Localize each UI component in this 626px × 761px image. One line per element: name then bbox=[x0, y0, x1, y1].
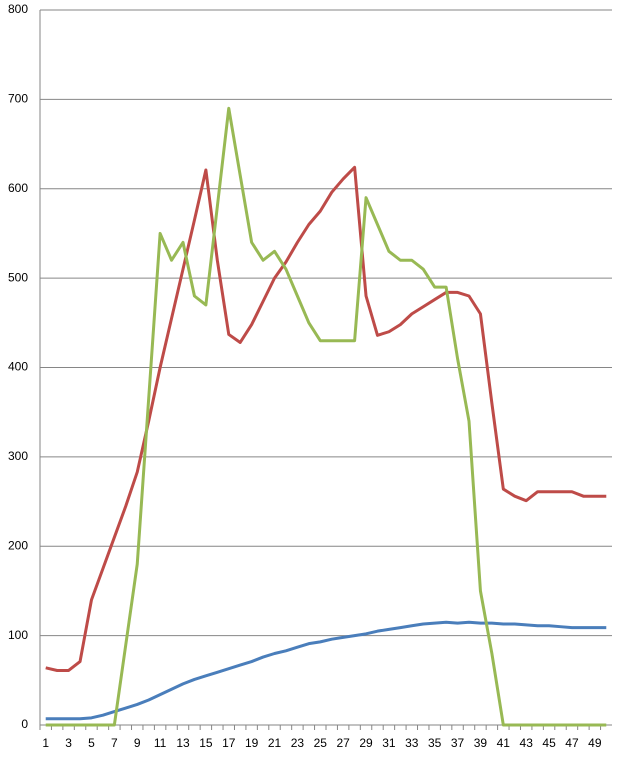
x-tick-label: 13 bbox=[176, 736, 190, 750]
x-tick-label: 37 bbox=[451, 736, 465, 750]
x-tick-label: 49 bbox=[588, 736, 602, 750]
y-tick-label: 700 bbox=[8, 92, 28, 106]
series-line bbox=[45, 165, 607, 672]
x-tick-label: 23 bbox=[291, 736, 305, 750]
x-tick-label: 19 bbox=[245, 736, 259, 750]
x-tick-label: 5 bbox=[88, 736, 95, 750]
x-tick-label: 45 bbox=[542, 736, 556, 750]
x-tick-label: 43 bbox=[520, 736, 534, 750]
x-tick-label: 7 bbox=[111, 736, 118, 750]
x-tick-label: 9 bbox=[134, 736, 141, 750]
x-tick-label: 21 bbox=[268, 736, 282, 750]
x-tick-label: 17 bbox=[222, 736, 236, 750]
series-line bbox=[45, 106, 607, 727]
x-tick-label: 1 bbox=[42, 736, 49, 750]
y-tick-label: 800 bbox=[8, 2, 28, 16]
series-line bbox=[45, 620, 607, 721]
x-tick-label: 3 bbox=[65, 736, 72, 750]
x-tick-label: 33 bbox=[405, 736, 419, 750]
x-tick-label: 39 bbox=[474, 736, 488, 750]
y-tick-label: 200 bbox=[8, 538, 28, 552]
x-tick-label: 41 bbox=[497, 736, 511, 750]
x-tick-label: 31 bbox=[382, 736, 396, 750]
x-tick-label: 25 bbox=[314, 736, 328, 750]
x-tick-label: 15 bbox=[199, 736, 213, 750]
y-tick-label: 0 bbox=[21, 717, 28, 731]
x-tick-label: 47 bbox=[565, 736, 579, 750]
y-tick-label: 100 bbox=[8, 628, 28, 642]
x-tick-label: 29 bbox=[359, 736, 373, 750]
y-tick-label: 400 bbox=[8, 360, 28, 374]
x-tick-label: 35 bbox=[428, 736, 442, 750]
y-tick-label: 300 bbox=[8, 449, 28, 463]
y-tick-label: 500 bbox=[8, 270, 28, 284]
y-tick-label: 600 bbox=[8, 181, 28, 195]
x-tick-label: 27 bbox=[336, 736, 350, 750]
x-tick-label: 11 bbox=[154, 736, 167, 750]
